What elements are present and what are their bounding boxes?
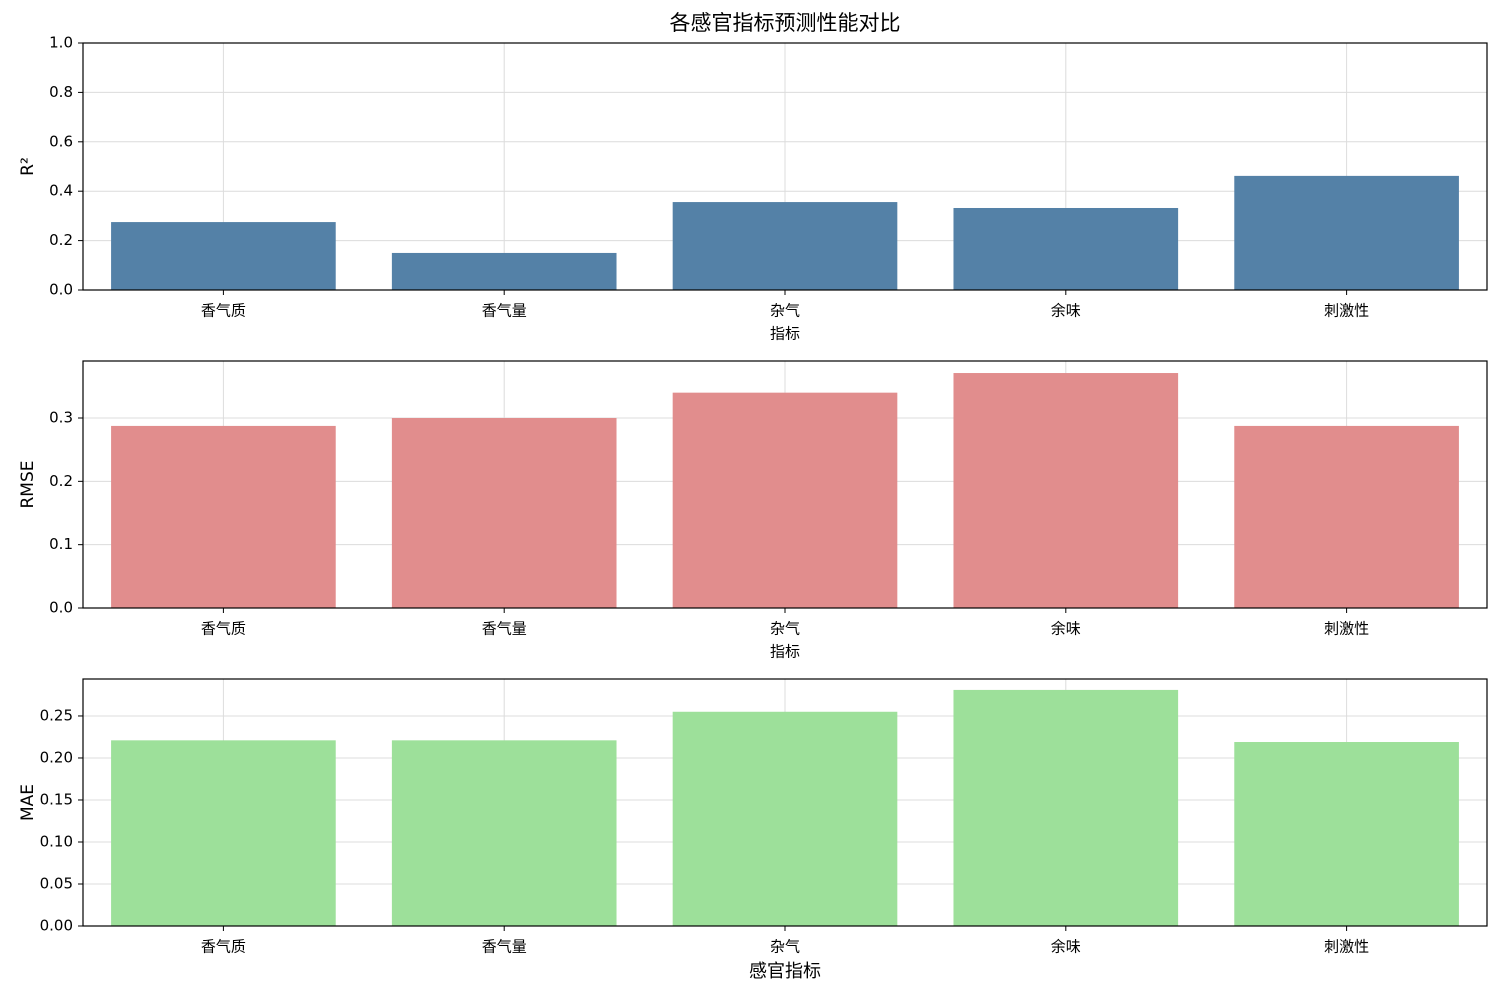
y-tick-label: 0.4 [49, 182, 73, 200]
bar [953, 373, 1179, 608]
bar [672, 392, 898, 608]
y-tick-label: 0.10 [40, 832, 73, 850]
x-tick-label: 刺激性 [1324, 302, 1369, 320]
x-tick-label: 香气质 [201, 938, 246, 956]
bar [1234, 425, 1459, 608]
bar [111, 425, 336, 608]
x-axis-label: 指标 [770, 325, 800, 343]
bar [953, 689, 1179, 926]
bar [953, 207, 1179, 290]
bar [672, 711, 898, 926]
y-tick-label: 0.15 [40, 790, 73, 808]
x-tick-label: 香气质 [201, 620, 246, 638]
plot-frame [82, 360, 1488, 609]
x-tick-label: 刺激性 [1324, 938, 1369, 956]
x-tick-label: 杂气 [770, 620, 800, 638]
y-axis-label: MAE [18, 784, 38, 821]
bar [391, 418, 617, 608]
y-tick-label: 0.1 [49, 535, 73, 553]
bar [111, 740, 336, 926]
y-tick-label: 0.25 [40, 706, 73, 724]
x-tick-label: 余味 [1051, 620, 1081, 638]
x-tick-label: 香气量 [482, 938, 527, 956]
x-tick-label: 香气量 [482, 620, 527, 638]
bar [111, 222, 336, 290]
bar [391, 740, 617, 926]
y-tick-label: 0.2 [49, 231, 73, 249]
x-tick-label: 香气质 [201, 302, 246, 320]
plot-frame [82, 678, 1488, 927]
y-axis-label: RMSE [18, 460, 38, 508]
x-tick-label: 余味 [1051, 302, 1081, 320]
x-tick-label: 刺激性 [1324, 620, 1369, 638]
x-tick-label: 杂气 [770, 302, 800, 320]
figure-title: 各感官指标预测性能对比 [670, 11, 901, 35]
y-tick-label: 0.05 [40, 874, 73, 892]
y-tick-label: 0.0 [49, 599, 73, 617]
y-tick-label: 0.6 [49, 132, 73, 150]
x-tick-label: 杂气 [770, 938, 800, 956]
y-tick-label: 0.20 [40, 748, 73, 766]
y-tick-label: 0.00 [40, 917, 73, 935]
bar [1234, 175, 1459, 290]
y-tick-label: 0.8 [49, 83, 73, 101]
y-tick-label: 1.0 [49, 34, 73, 52]
x-axis-label: 指标 [770, 643, 800, 661]
y-tick-label: 0.3 [49, 409, 73, 427]
plot-frame [82, 42, 1488, 291]
x-axis-label: 感官指标 [749, 961, 821, 982]
x-tick-label: 余味 [1051, 938, 1081, 956]
y-tick-label: 0.0 [49, 281, 73, 299]
bar [1234, 742, 1459, 926]
y-tick-label: 0.2 [49, 472, 73, 490]
y-axis-label: R² [18, 157, 38, 176]
bar [672, 202, 898, 290]
bar [391, 252, 617, 290]
x-tick-label: 香气量 [482, 302, 527, 320]
